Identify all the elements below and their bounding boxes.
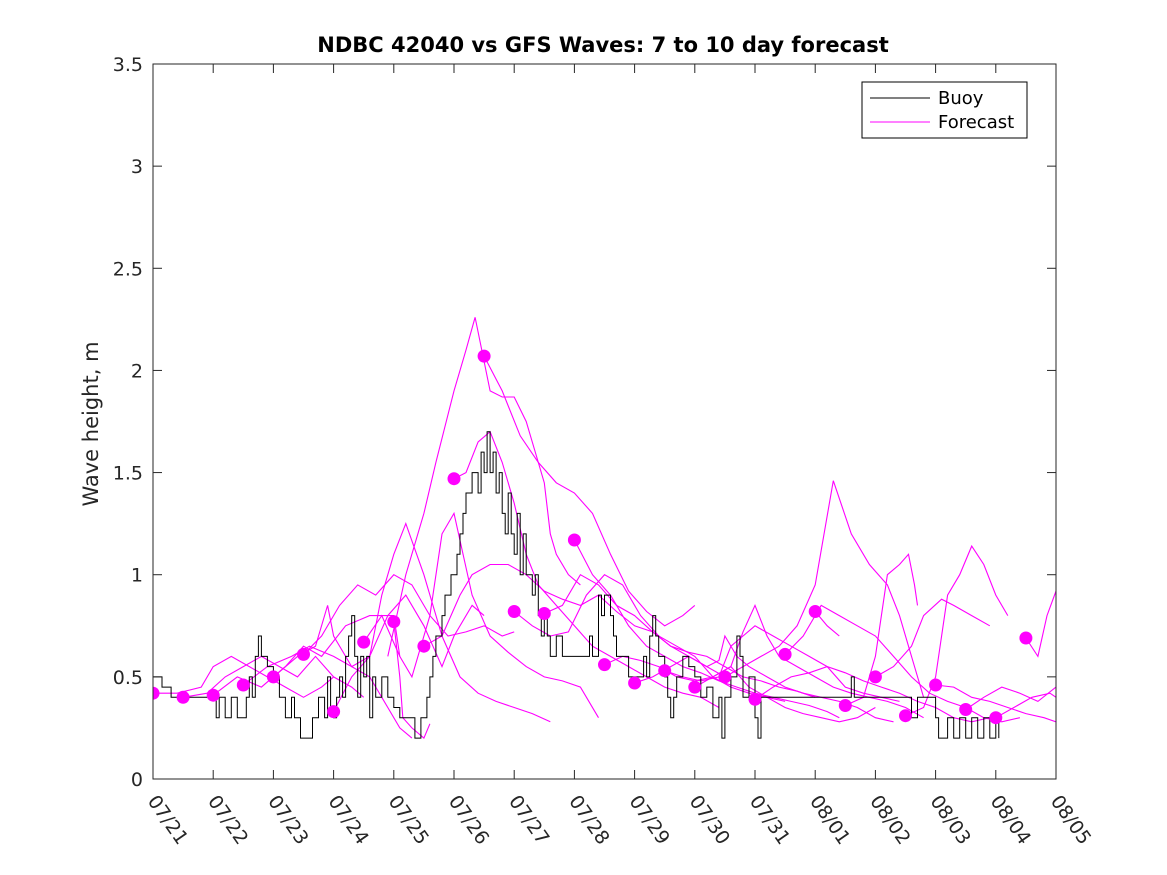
legend: Buoy Forecast (861, 81, 1028, 139)
forecast-marker (387, 615, 401, 629)
forecast-marker (1019, 631, 1033, 645)
forecast-line (724, 480, 925, 698)
forecast-line (393, 621, 431, 740)
y-tick-label: 0.5 (113, 667, 143, 689)
legend-box (861, 81, 1028, 139)
forecast-line (544, 573, 816, 698)
forecast-line (513, 574, 786, 702)
y-tick-label: 1 (131, 565, 143, 587)
forecast-marker (989, 711, 1003, 725)
plot-area (153, 64, 1056, 779)
forecast-line (845, 553, 919, 707)
forecast-marker (176, 690, 190, 704)
forecast-line (694, 603, 924, 719)
forecast-line (935, 684, 1056, 723)
forecast-line (363, 511, 599, 718)
forecast-marker (297, 647, 310, 661)
series-group (153, 317, 1056, 740)
forecast-line (1025, 590, 1056, 658)
y-axis-label: Wave height, m (79, 341, 103, 506)
y-tick-label: 2.5 (113, 258, 143, 280)
forecast-line (153, 655, 334, 698)
forecast-marker (327, 705, 341, 719)
forecast-marker (236, 678, 250, 692)
forecast-line (754, 666, 990, 723)
forecast-line (965, 686, 1056, 710)
axes-box (152, 63, 1057, 780)
y-tick-label: 3 (131, 156, 143, 178)
forecast-marker (447, 472, 461, 486)
forecast-marker (838, 699, 852, 712)
y-tick-label: 1.5 (113, 463, 143, 485)
forecast-line (875, 598, 991, 678)
forecast-marker (658, 664, 672, 678)
forecast-marker (206, 688, 220, 702)
y-tick-label: 3.5 (113, 54, 143, 76)
forecast-line (242, 645, 413, 739)
forecast-marker (929, 678, 943, 692)
forecast-marker (507, 605, 521, 618)
forecast-marker (567, 533, 581, 547)
y-tick-label: 0 (131, 769, 143, 791)
forecast-line (423, 563, 726, 678)
forecast-marker (598, 658, 611, 672)
forecast-line (483, 355, 696, 627)
forecast-marker (357, 635, 371, 649)
legend-forecast-label: Forecast (938, 112, 1014, 133)
forecast-marker (718, 670, 732, 684)
forecast-marker (537, 607, 551, 620)
forecast-line (387, 317, 581, 657)
y-tick-label: 2 (131, 360, 143, 382)
forecast-marker (778, 647, 792, 661)
forecast-marker (688, 680, 702, 694)
forecast-marker (417, 639, 431, 653)
forecast-marker (808, 605, 822, 618)
forecast-line (303, 574, 515, 655)
legend-buoy-label: Buoy (938, 88, 984, 109)
forecast-marker (477, 349, 491, 363)
forecast-marker (899, 709, 912, 723)
forecast-line (995, 692, 1056, 719)
forecast-line (333, 522, 551, 723)
chart-title: NDBC 42040 vs GFS Waves: 7 to 10 day for… (317, 33, 888, 57)
forecast-line (784, 604, 1021, 723)
forecast-line (573, 539, 840, 719)
forecast-marker (868, 670, 882, 684)
forecast-marker (748, 692, 762, 706)
forecast-marker (959, 703, 973, 716)
forecast-marker (266, 670, 280, 684)
buoy-line (153, 431, 1000, 739)
forecast-line (664, 625, 900, 702)
forecast-marker (628, 676, 642, 690)
forecast-marker (153, 686, 160, 700)
